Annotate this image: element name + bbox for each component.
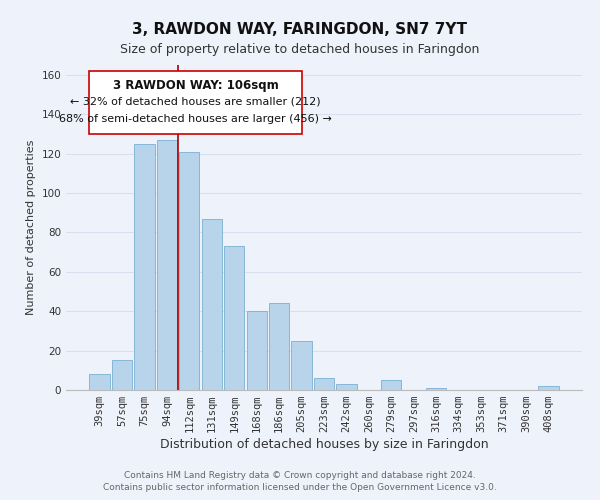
Bar (292, 341, 311, 390)
Text: Contains HM Land Registry data © Crown copyright and database right 2024.: Contains HM Land Registry data © Crown c… (124, 471, 476, 480)
Bar (157, 140, 177, 390)
Y-axis label: Number of detached properties: Number of detached properties (26, 140, 36, 315)
Text: ← 32% of detached houses are smaller (212): ← 32% of detached houses are smaller (21… (70, 96, 321, 106)
Bar (314, 378, 334, 390)
Bar (224, 246, 244, 390)
Bar (337, 384, 356, 390)
X-axis label: Distribution of detached houses by size in Faringdon: Distribution of detached houses by size … (160, 438, 488, 451)
Bar (112, 360, 132, 390)
Text: 3, RAWDON WAY, FARINGDON, SN7 7YT: 3, RAWDON WAY, FARINGDON, SN7 7YT (133, 22, 467, 38)
Bar (426, 388, 446, 390)
Bar (538, 386, 559, 390)
Text: Size of property relative to detached houses in Faringdon: Size of property relative to detached ho… (121, 42, 479, 56)
Bar (134, 144, 155, 390)
Text: Contains public sector information licensed under the Open Government Licence v3: Contains public sector information licen… (103, 484, 497, 492)
Text: 68% of semi-detached houses are larger (456) →: 68% of semi-detached houses are larger (… (59, 114, 332, 124)
Bar (381, 380, 401, 390)
Bar (179, 152, 199, 390)
Bar (269, 304, 289, 390)
Bar (202, 218, 222, 390)
Bar (247, 311, 267, 390)
Bar (89, 374, 110, 390)
FancyBboxPatch shape (89, 71, 302, 134)
Text: 3 RAWDON WAY: 106sqm: 3 RAWDON WAY: 106sqm (113, 79, 278, 92)
